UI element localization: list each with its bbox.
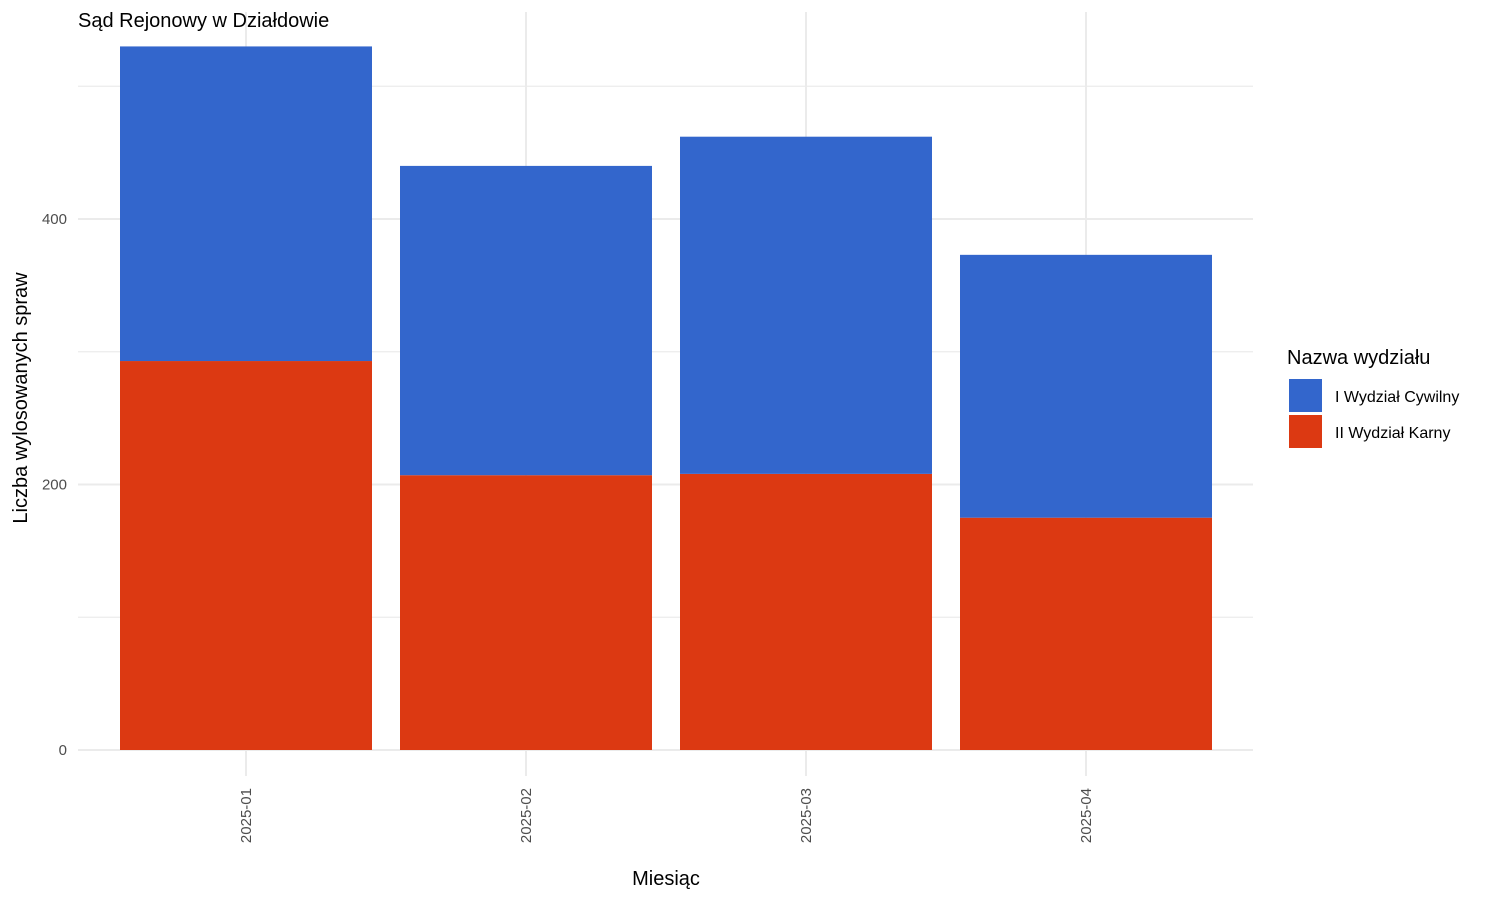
bar-2025-01-series-1 — [120, 46, 372, 362]
axis-layer: 0 200 400 2025-01 2025-02 2025-03 2025-04 — [42, 211, 1095, 843]
legend-title: Nazwa wydziału — [1287, 347, 1430, 369]
bar-2025-03-series-0 — [680, 473, 932, 750]
legend-swatch — [1289, 379, 1322, 412]
bar-2025-02-series-1 — [400, 165, 652, 476]
legend-label: I Wydział Cywilny — [1335, 389, 1459, 406]
x-tick-label: 2025-01 — [238, 788, 255, 843]
y-axis-title: Liczba wylosowanych spraw — [10, 272, 32, 524]
y-tick-label: 200 — [42, 477, 67, 494]
bar-2025-04-series-0 — [960, 517, 1212, 750]
legend: Nazwa wydziału I Wydział Cywilny II Wydzi… — [1287, 347, 1459, 448]
legend-items: I Wydział Cywilny II Wydział Karny — [1289, 379, 1459, 448]
bar-2025-03-series-1 — [680, 136, 932, 474]
x-tick-label: 2025-03 — [798, 788, 815, 843]
legend-swatch — [1289, 415, 1322, 448]
y-tick-label: 0 — [59, 742, 67, 759]
bar-layer — [120, 46, 1212, 750]
x-axis-title: Miesiąc — [632, 868, 700, 890]
y-tick-label: 400 — [42, 211, 67, 228]
x-tick-label: 2025-02 — [518, 788, 535, 843]
bar-2025-02-series-0 — [400, 475, 652, 750]
bar-2025-01-series-0 — [120, 361, 372, 750]
x-tick-label: 2025-04 — [1078, 788, 1095, 843]
legend-label: II Wydział Karny — [1335, 425, 1450, 442]
bar-2025-04-series-1 — [960, 254, 1212, 518]
chart-title: Sąd Rejonowy w Działdowie — [78, 10, 329, 32]
